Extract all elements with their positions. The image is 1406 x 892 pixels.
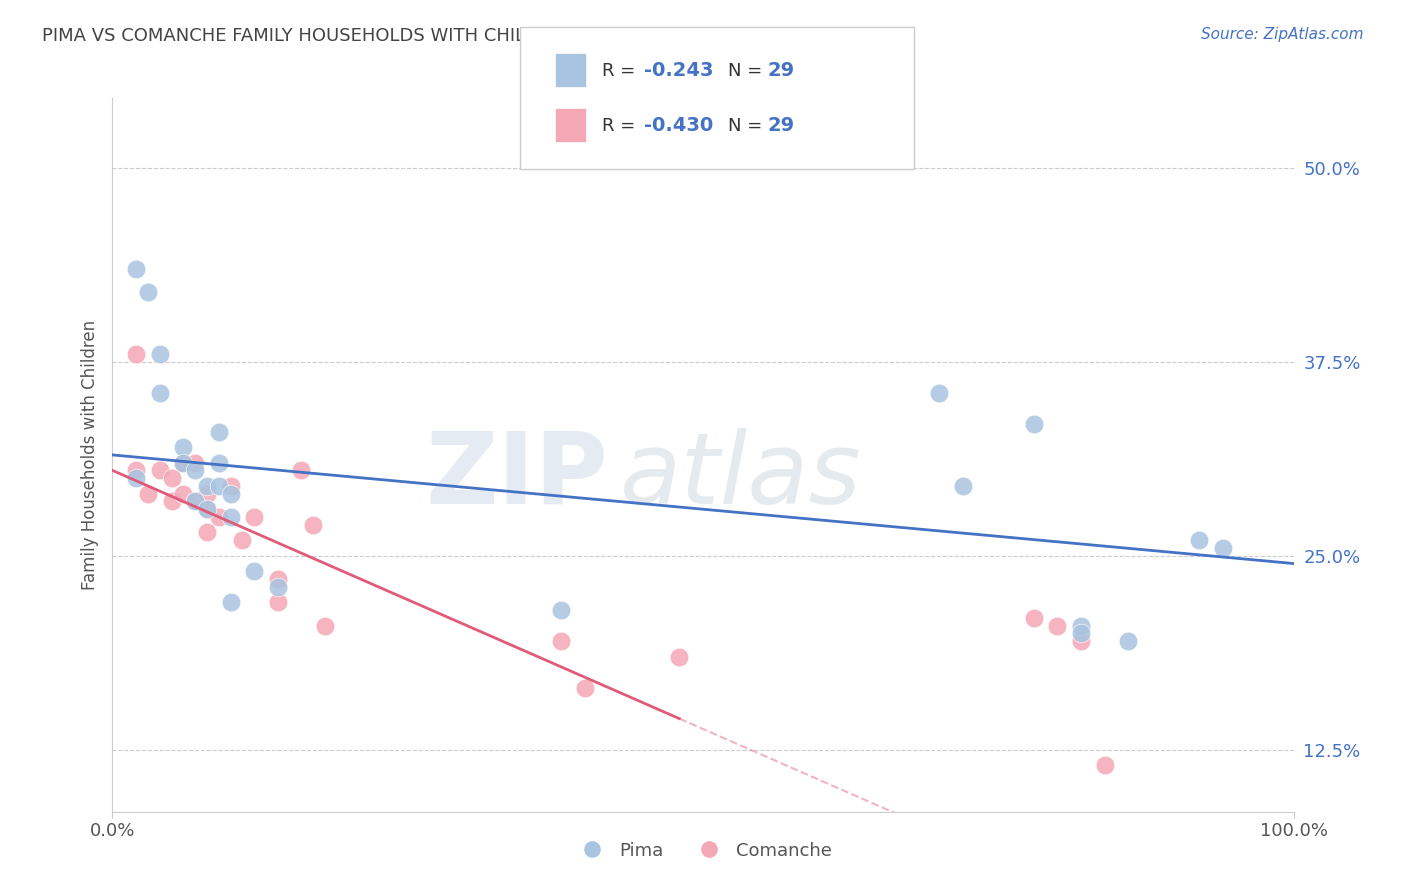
Point	[243, 510, 266, 524]
Point	[136, 486, 159, 500]
Point	[208, 479, 231, 493]
Point	[302, 517, 325, 532]
Point	[1094, 758, 1116, 772]
Text: -0.430: -0.430	[644, 116, 713, 135]
Point	[172, 456, 194, 470]
Point	[1070, 634, 1092, 648]
Point	[195, 502, 218, 516]
Text: N =: N =	[728, 117, 768, 135]
Point	[184, 494, 207, 508]
Point	[668, 649, 690, 664]
Point	[550, 634, 572, 648]
Point	[125, 347, 148, 361]
Point	[1212, 541, 1234, 555]
Point	[149, 385, 172, 400]
Point	[1046, 618, 1069, 632]
Point	[160, 494, 183, 508]
Point	[195, 486, 218, 500]
Text: R =: R =	[602, 117, 641, 135]
Point	[1116, 634, 1139, 648]
Point	[219, 479, 242, 493]
Point	[290, 463, 312, 477]
Point	[574, 681, 596, 695]
Point	[267, 580, 290, 594]
Point	[184, 463, 207, 477]
Text: -0.243: -0.243	[644, 62, 713, 80]
Point	[952, 479, 974, 493]
Point	[314, 618, 336, 632]
Point	[928, 385, 950, 400]
Point	[1070, 626, 1092, 640]
Point	[208, 456, 231, 470]
Point	[1022, 611, 1045, 625]
Text: PIMA VS COMANCHE FAMILY HOUSEHOLDS WITH CHILDREN CORRELATION CHART: PIMA VS COMANCHE FAMILY HOUSEHOLDS WITH …	[42, 27, 778, 45]
Point	[160, 471, 183, 485]
Point	[172, 486, 194, 500]
Point	[149, 463, 172, 477]
Point	[184, 456, 207, 470]
Legend: Pima, Comanche: Pima, Comanche	[567, 835, 839, 867]
Point	[1188, 533, 1211, 548]
Point	[869, 153, 891, 168]
Point	[243, 564, 266, 578]
Point	[219, 595, 242, 609]
Point	[125, 261, 148, 276]
Point	[172, 440, 194, 454]
Text: R =: R =	[602, 62, 641, 79]
Point	[149, 347, 172, 361]
Text: atlas: atlas	[620, 428, 862, 524]
Point	[208, 510, 231, 524]
Point	[550, 603, 572, 617]
Y-axis label: Family Households with Children: Family Households with Children	[80, 320, 98, 590]
Text: Source: ZipAtlas.com: Source: ZipAtlas.com	[1201, 27, 1364, 42]
Point	[267, 595, 290, 609]
Point	[195, 479, 218, 493]
Text: 29: 29	[768, 62, 794, 80]
Point	[231, 533, 253, 548]
Point	[184, 494, 207, 508]
Point	[125, 471, 148, 485]
Text: N =: N =	[728, 62, 768, 79]
Point	[219, 486, 242, 500]
Point	[125, 463, 148, 477]
Point	[208, 425, 231, 439]
Point	[136, 285, 159, 299]
Point	[267, 572, 290, 586]
Point	[1022, 417, 1045, 431]
Point	[195, 502, 218, 516]
Point	[1070, 618, 1092, 632]
Point	[219, 510, 242, 524]
Point	[195, 525, 218, 540]
Text: 29: 29	[768, 116, 794, 135]
Text: ZIP: ZIP	[426, 428, 609, 524]
Point	[172, 456, 194, 470]
